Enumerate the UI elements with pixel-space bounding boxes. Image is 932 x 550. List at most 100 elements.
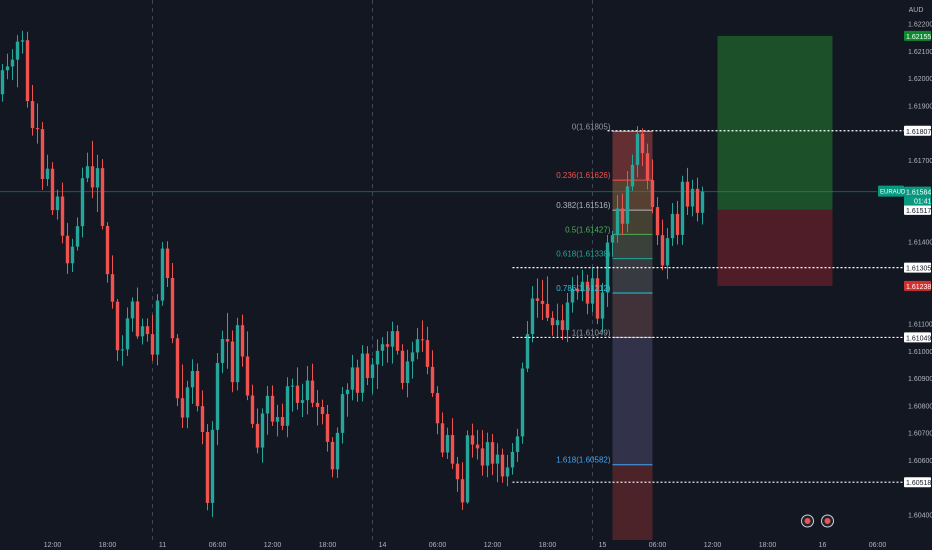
- price-tag[interactable]: [904, 30, 931, 41]
- price-tag[interactable]: [904, 280, 931, 291]
- candle-body: [620, 208, 625, 224]
- event-flag-icon: [824, 518, 831, 524]
- candle-body: [650, 180, 655, 208]
- price-tag[interactable]: [904, 477, 931, 488]
- candle-body: [230, 341, 235, 383]
- horizontal-levels[interactable]: [512, 130, 905, 483]
- price-tag[interactable]: [904, 186, 931, 197]
- candle-body: [30, 101, 35, 129]
- candle-body: [580, 281, 585, 292]
- candle-body: [605, 242, 610, 293]
- candle-body: [265, 395, 270, 414]
- candle-body: [95, 168, 100, 188]
- fib-band: [612, 337, 653, 465]
- price-tag[interactable]: [904, 332, 931, 343]
- candle-body: [615, 208, 620, 236]
- candle-body: [215, 363, 220, 430]
- event-flag-icon: [804, 518, 811, 524]
- candle-body: [110, 274, 115, 302]
- candle-body: [440, 423, 445, 453]
- candle-body: [50, 168, 55, 211]
- candle-body: [60, 196, 65, 236]
- candle-body: [510, 451, 515, 468]
- candle-body: [535, 298, 540, 301]
- time-tick-label: 06:00: [649, 542, 667, 549]
- candle-body: [400, 350, 405, 383]
- candle-body: [345, 389, 350, 395]
- price-tick-label: 1.61000: [908, 349, 932, 356]
- price-axis[interactable]: AUD 1.62200 1.62100 1.62000 1.61900 1.61700 1.…: [878, 0, 932, 540]
- candle-body: [540, 300, 545, 304]
- candle-body: [590, 278, 595, 304]
- candle-body: [665, 238, 670, 266]
- price-tick-label: 1.62100: [908, 49, 932, 56]
- candle-body: [635, 133, 640, 165]
- candle-body: [130, 301, 135, 319]
- fib-band: [612, 292, 653, 338]
- candle-body: [25, 40, 30, 102]
- candle-body: [565, 302, 570, 331]
- price-tag[interactable]: [904, 125, 931, 136]
- price-tag-label: 1.61238: [906, 284, 931, 291]
- drawing-zones[interactable]: [0, 35, 877, 541]
- candle-body: [430, 366, 435, 394]
- candle-body: [405, 361, 410, 383]
- candle-body: [420, 339, 425, 341]
- candle-body: [35, 128, 40, 130]
- fib-level-label: 0.382(1.61516): [556, 201, 611, 210]
- candle-body: [490, 442, 495, 464]
- price-tag[interactable]: [904, 204, 931, 215]
- event-icons[interactable]: [801, 514, 834, 528]
- candle-body: [365, 353, 370, 379]
- candle-body: [75, 226, 80, 247]
- candle-body: [680, 181, 685, 235]
- candle-body: [120, 349, 125, 351]
- price-tag-label: 1.61807: [906, 129, 931, 136]
- candle-body: [455, 463, 460, 480]
- price-tag[interactable]: [904, 262, 931, 273]
- price-tick-label: 1.62200: [908, 22, 932, 29]
- price-tick-label: 1.60600: [908, 458, 932, 465]
- candle-body: [330, 441, 335, 470]
- candle-body: [395, 331, 400, 351]
- price-tick-label: 1.61700: [908, 158, 932, 165]
- fib-level-label: 0.786(1.61212): [556, 284, 611, 293]
- price-tag-label: 1.61517: [906, 208, 931, 215]
- fib-level-label: 1.618(1.60582): [556, 456, 611, 465]
- candle-body: [295, 385, 300, 403]
- candle-body: [115, 301, 120, 351]
- candle-body: [385, 344, 390, 347]
- candle-body: [530, 298, 535, 335]
- candle-body: [220, 339, 225, 364]
- candle-body: [80, 178, 85, 227]
- candle-body: [320, 406, 325, 415]
- candle-body: [225, 339, 230, 342]
- symbol-tag-label: EURAUD: [880, 190, 906, 196]
- position-target-zone[interactable]: [717, 35, 833, 210]
- countdown-box: [904, 196, 931, 206]
- time-tick-label: 16: [819, 542, 827, 549]
- candle-body: [515, 436, 520, 452]
- candle-body: [135, 301, 140, 337]
- time-tick-label: 12:00: [44, 542, 62, 549]
- candle-body: [600, 292, 605, 319]
- candle-body: [105, 225, 110, 275]
- candle-body: [485, 442, 490, 466]
- candle-body: [240, 325, 245, 357]
- candle-body: [555, 320, 560, 326]
- candle-body: [450, 435, 455, 464]
- position-stop-zone[interactable]: [717, 209, 833, 286]
- candle-body: [315, 402, 320, 407]
- time-axis[interactable]: 12:00 18:00 11 06:00 12:00 18:00 14 06:00 12:00 1…: [0, 540, 932, 550]
- price-tick-label: 1.61400: [908, 240, 932, 247]
- candle-body: [500, 454, 505, 477]
- candle-body: [380, 344, 385, 351]
- candle-body: [495, 454, 500, 464]
- candle-body: [355, 367, 360, 393]
- candle-body: [15, 41, 20, 60]
- candle-body: [180, 398, 185, 418]
- symbol-tag[interactable]: [878, 185, 904, 197]
- candle-body: [610, 235, 615, 243]
- candle-body: [340, 394, 345, 433]
